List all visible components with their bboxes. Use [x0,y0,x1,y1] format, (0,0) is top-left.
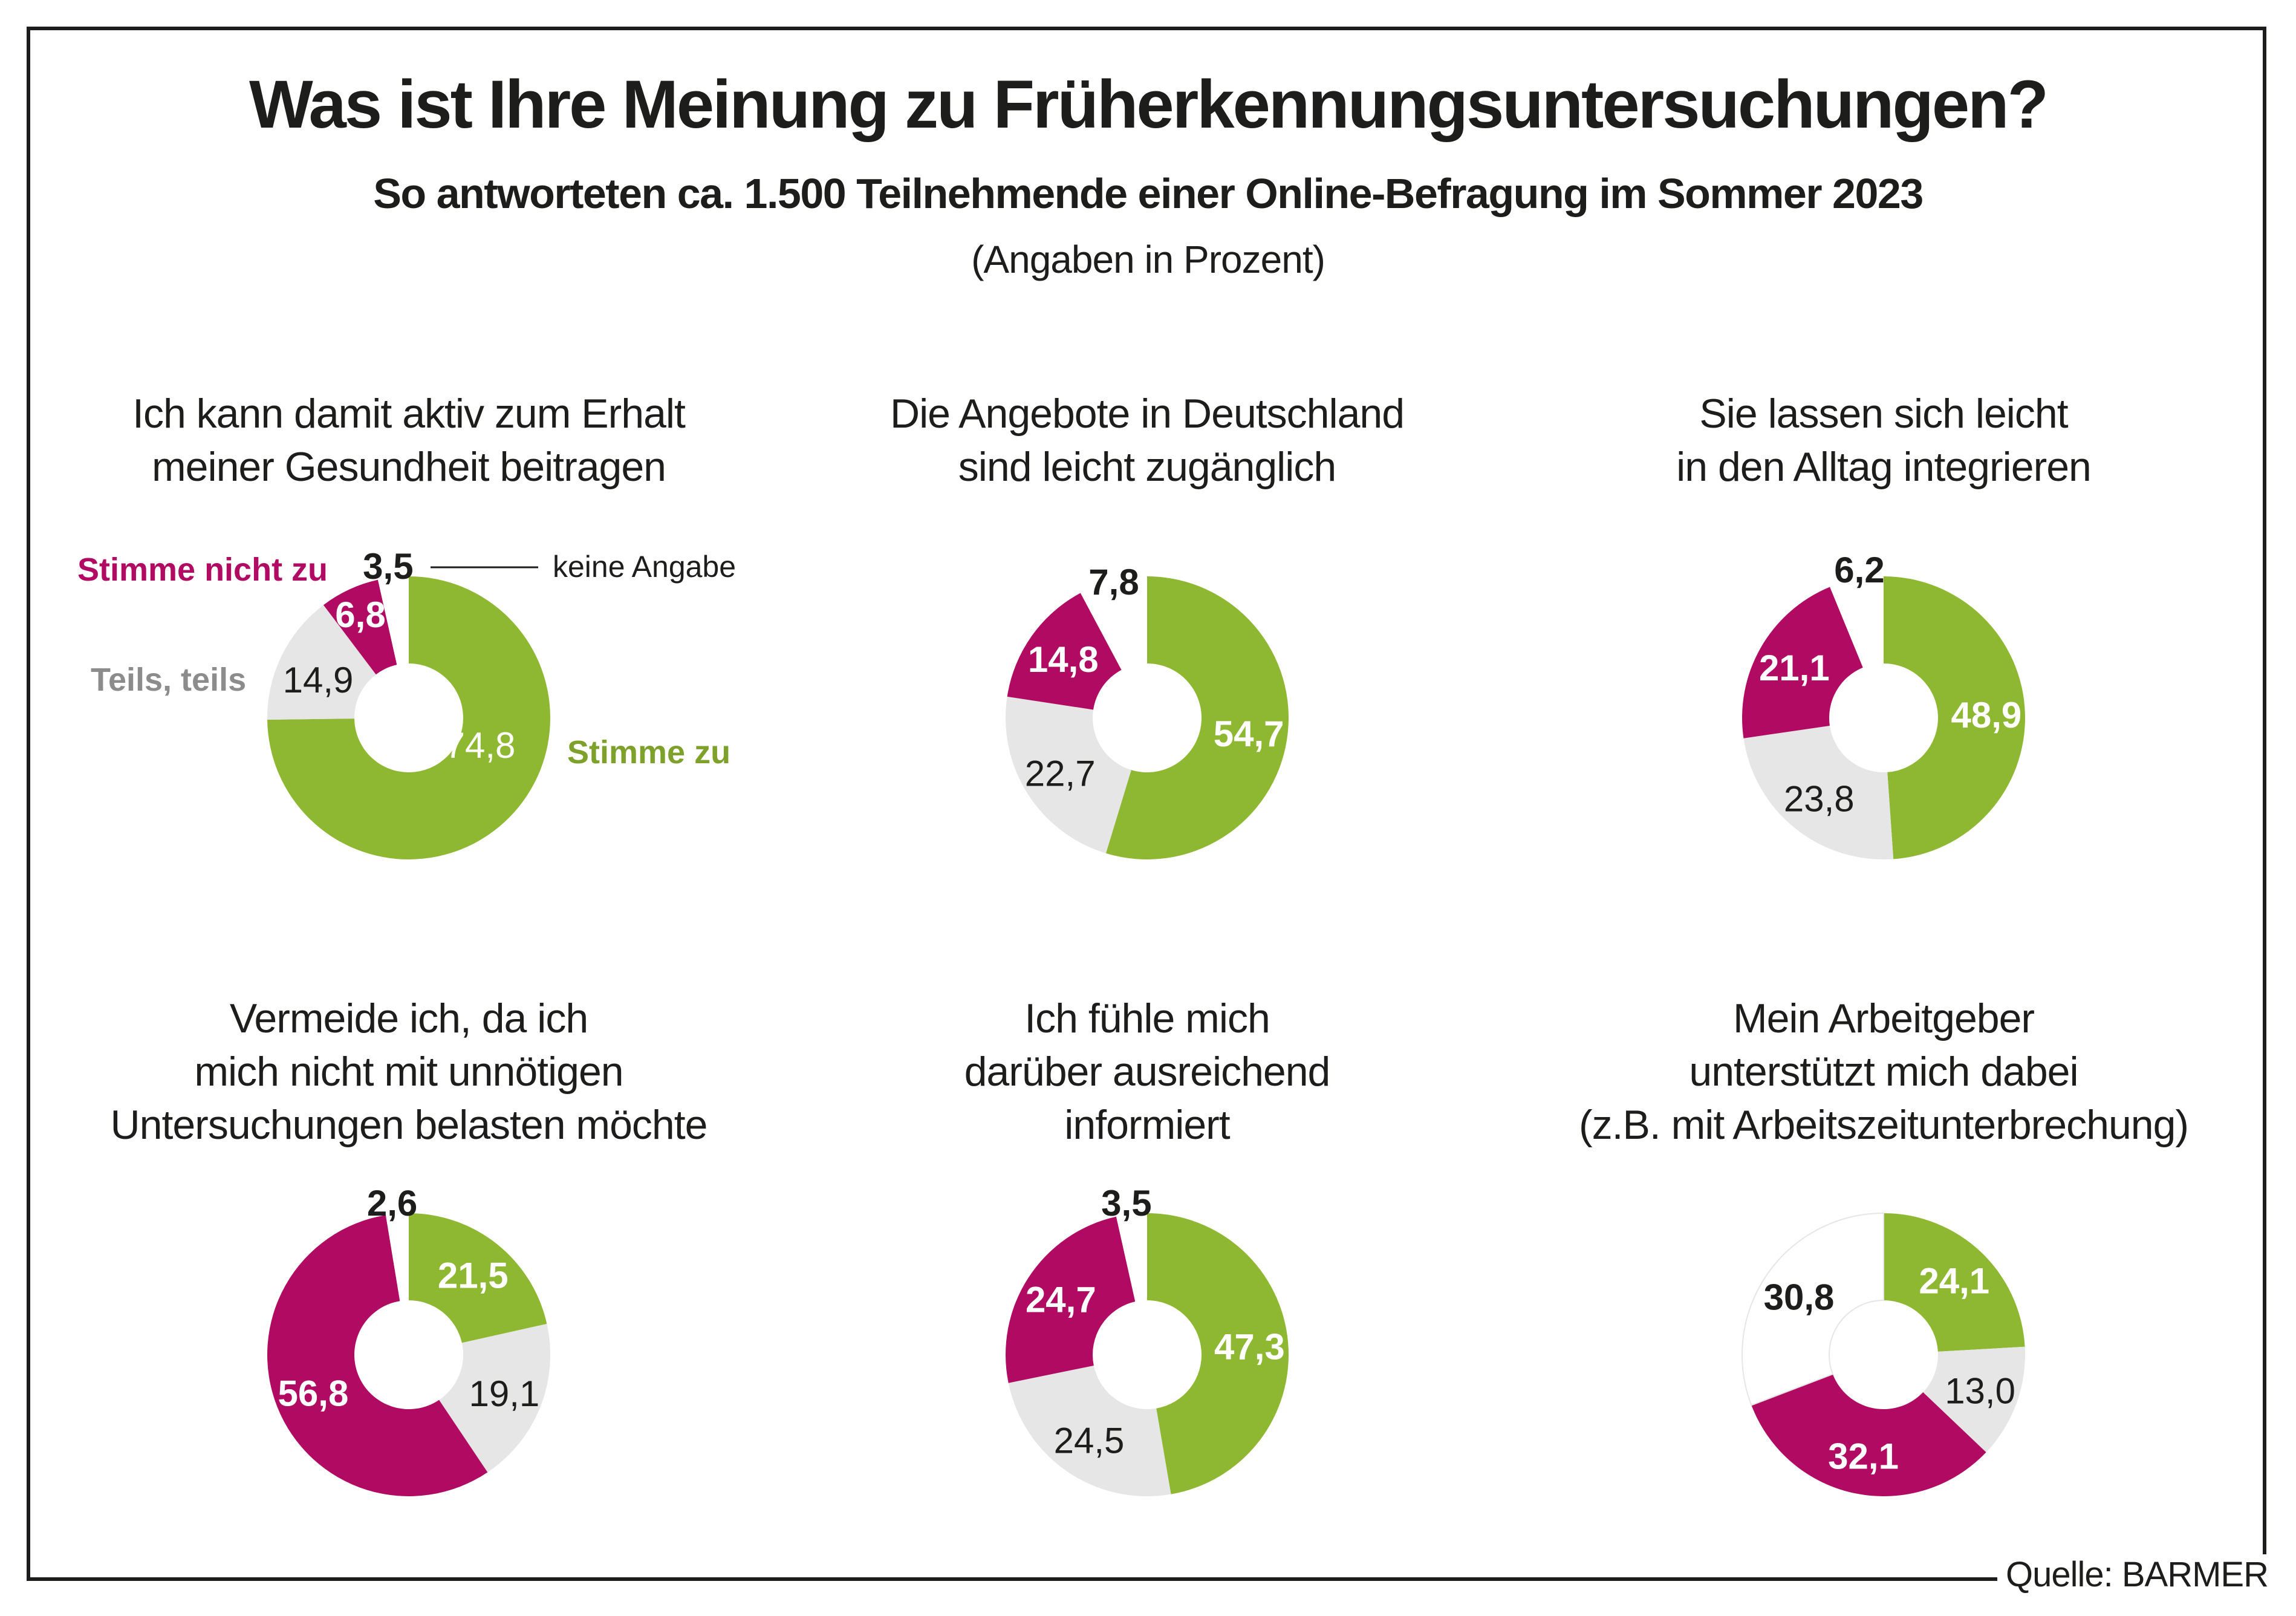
question-title-line: Ich kann damit aktiv zum Erhalt [132,391,686,437]
slice-stimme-nicht-zu [1751,1374,1986,1496]
chart-title: Was ist Ihre Meinung zu Früherkennungsun… [249,67,2049,142]
chart-frame [27,27,2266,1581]
donut-chart-1: 74,8 14,9 6,8 3,5 [267,546,550,859]
question-title-line: Mein Arbeitgeber [1732,995,2035,1041]
donut-chart-2: 54,7 22,7 14,8 7,8 [1006,562,1289,859]
value-label-keine-angabe: 3,5 [363,546,413,587]
question-title-line: Untersuchungen belasten möchte [110,1102,708,1148]
slice-teils-teils [1923,1346,2025,1453]
value-label-teils-teils: 19,1 [469,1373,539,1414]
question-title-line: (z.B. mit Arbeitszeitunterbrechung) [1578,1102,2189,1148]
value-label-stimme-zu: 21,5 [438,1255,509,1295]
slice-stimme-zu [409,1213,547,1343]
slice-stimme-nicht-zu [267,1215,488,1496]
value-label-teils-teils: 23,8 [1784,778,1855,819]
value-label-teils-teils: 14,9 [283,660,354,700]
value-label-stimme-zu: 54,7 [1214,714,1284,754]
question-title-line: Sie lassen sich leicht [1699,391,2068,437]
question-title-line: meiner Gesundheit beitragen [152,444,666,490]
donut-chart-3: 48,9 23,8 21,1 6,2 [1742,550,2025,859]
value-label-keine-angabe: 7,8 [1088,562,1139,602]
question-title-line: unterstützt mich dabei [1689,1049,2078,1095]
slice-keine-angabe [1830,576,1884,668]
slice-teils-teils [1006,696,1131,853]
donut-chart-5: 47,3 24,5 24,7 3,5 [1005,1183,1289,1496]
value-label-stimme-nicht-zu: 14,8 [1028,639,1099,680]
value-label-stimme-zu: 47,3 [1214,1327,1285,1367]
unit-note: (Angaben in Prozent) [971,238,1325,281]
value-label-stimme-nicht-zu: 21,1 [1759,648,1830,688]
question-title-line: mich nicht mit unnötigen [194,1049,623,1095]
slice-stimme-zu [1884,576,2025,859]
chart-subtitle: So antworteten ca. 1.500 Teilnehmende ei… [373,170,1924,217]
question-title-line: in den Alltag integrieren [1676,444,2092,490]
legend-stimme-nicht-zu: Stimme nicht zu [77,552,328,588]
value-label-stimme-zu: 74,8 [445,725,516,766]
slice-keine-angabe [1080,576,1147,670]
slice-teils-teils [439,1323,550,1473]
question-title-4: Vermeide ich, da ich mich nicht mit unnö… [46,992,772,1152]
question-title-line: informiert [1064,1102,1230,1148]
value-label-keine-angabe: 2,6 [367,1183,417,1223]
source-note: Quelle: BARMER [1997,1554,2269,1595]
slice-keine-angabe [1742,1212,1884,1406]
slice-stimme-zu [267,576,550,859]
slice-teils-teils [1743,725,1894,859]
value-label-teils-teils: 24,5 [1054,1420,1125,1461]
slice-keine-angabe [385,1213,409,1302]
slice-stimme-zu [1147,1213,1289,1494]
value-label-keine-angabe: 6,2 [1834,550,1884,590]
value-label-stimme-nicht-zu: 24,7 [1026,1280,1096,1320]
value-label-stimme-zu: 48,9 [1951,695,2022,735]
slice-keine-angabe [377,576,409,665]
value-label-teils-teils: 22,7 [1025,754,1096,794]
question-title-6: Mein Arbeitgeber unterstützt mich dabei … [1521,992,2246,1152]
value-label-stimme-nicht-zu: 56,8 [278,1373,349,1414]
question-title-3: Sie lassen sich leicht in den Alltag int… [1521,387,2246,494]
question-title-line: Vermeide ich, da ich [229,995,588,1041]
legend-stimme-zu: Stimme zu [567,734,730,771]
value-label-keine-angabe: 3,5 [1101,1183,1151,1223]
donut-chart-4: 21,5 19,1 56,8 2,6 [267,1183,550,1496]
legend-keine-angabe: keine Angabe [553,550,736,584]
slice-teils-teils [1008,1365,1171,1496]
question-title-line: sind leicht zugänglich [958,444,1336,490]
slice-stimme-zu [1105,576,1289,859]
value-label-stimme-nicht-zu: 32,1 [1828,1436,1899,1477]
question-title-line: Die Angebote in Deutschland [889,391,1405,437]
value-label-stimme-nicht-zu: 6,8 [335,595,385,635]
slice-stimme-nicht-zu [323,579,397,675]
question-title-1: Ich kann damit aktiv zum Erhalt meiner G… [46,387,772,494]
slice-stimme-nicht-zu [1742,587,1863,738]
value-label-keine-angabe: 30,8 [1764,1277,1835,1318]
slice-stimme-nicht-zu [1007,593,1122,710]
slice-stimme-zu [1884,1213,2025,1352]
donut-chart-6: 24,1 13,0 32,1 30,8 [1742,1212,2025,1496]
value-label-stimme-zu: 24,1 [1919,1260,1989,1301]
value-label-teils-teils: 13,0 [1945,1371,2015,1412]
slice-stimme-nicht-zu [1005,1216,1136,1383]
slice-teils-teils [267,605,376,720]
question-title-line: darüber ausreichend [964,1049,1331,1095]
slice-keine-angabe [1116,1213,1147,1302]
legend-teils-teils: Teils, teils [91,662,246,698]
question-title-line: Ich fühle mich [1024,995,1270,1041]
question-title-5: Ich fühle mich darüber ausreichend infor… [784,992,1510,1152]
question-title-2: Die Angebote in Deutschland sind leicht … [784,387,1510,494]
